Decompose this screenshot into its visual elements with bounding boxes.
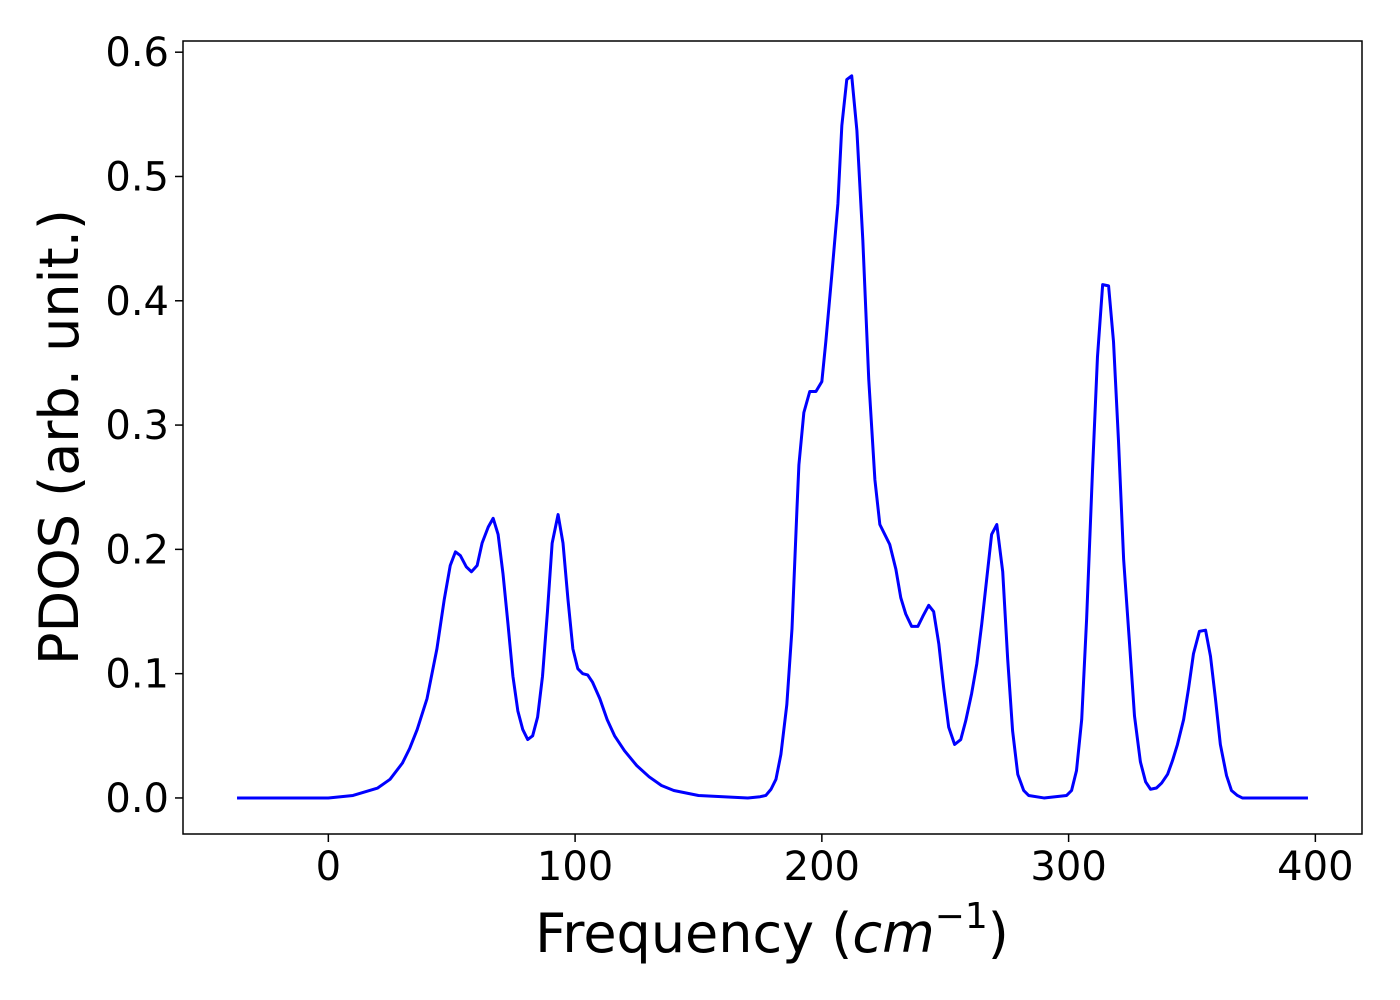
- y-tick-label: 0.3: [105, 403, 169, 449]
- y-tick-label: 0.2: [105, 527, 169, 573]
- x-label-exponent: −1: [935, 896, 988, 937]
- y-tick-label: 0.1: [105, 652, 169, 698]
- x-tick-label: 200: [784, 844, 860, 890]
- y-axis-label: PDOS (arb. unit.): [28, 209, 91, 665]
- x-label-close: ): [988, 902, 1009, 965]
- y-tick-label: 0.5: [105, 154, 169, 200]
- x-tick-label: 300: [1030, 844, 1106, 890]
- x-tick-label: 0: [316, 844, 341, 890]
- y-tick-label: 0.4: [105, 279, 169, 325]
- x-tick-label: 100: [537, 844, 613, 890]
- y-tick-label: 0.6: [105, 30, 169, 76]
- x-label-text: Frequency (: [535, 902, 852, 965]
- x-tick-label: 400: [1277, 844, 1353, 890]
- pdos-line: [237, 74, 1308, 800]
- x-label-unit: cm: [852, 902, 934, 965]
- plot-frame: [182, 40, 1363, 835]
- x-axis-label: Frequency (cm−1): [535, 896, 1009, 965]
- y-tick-label: 0.0: [105, 776, 169, 822]
